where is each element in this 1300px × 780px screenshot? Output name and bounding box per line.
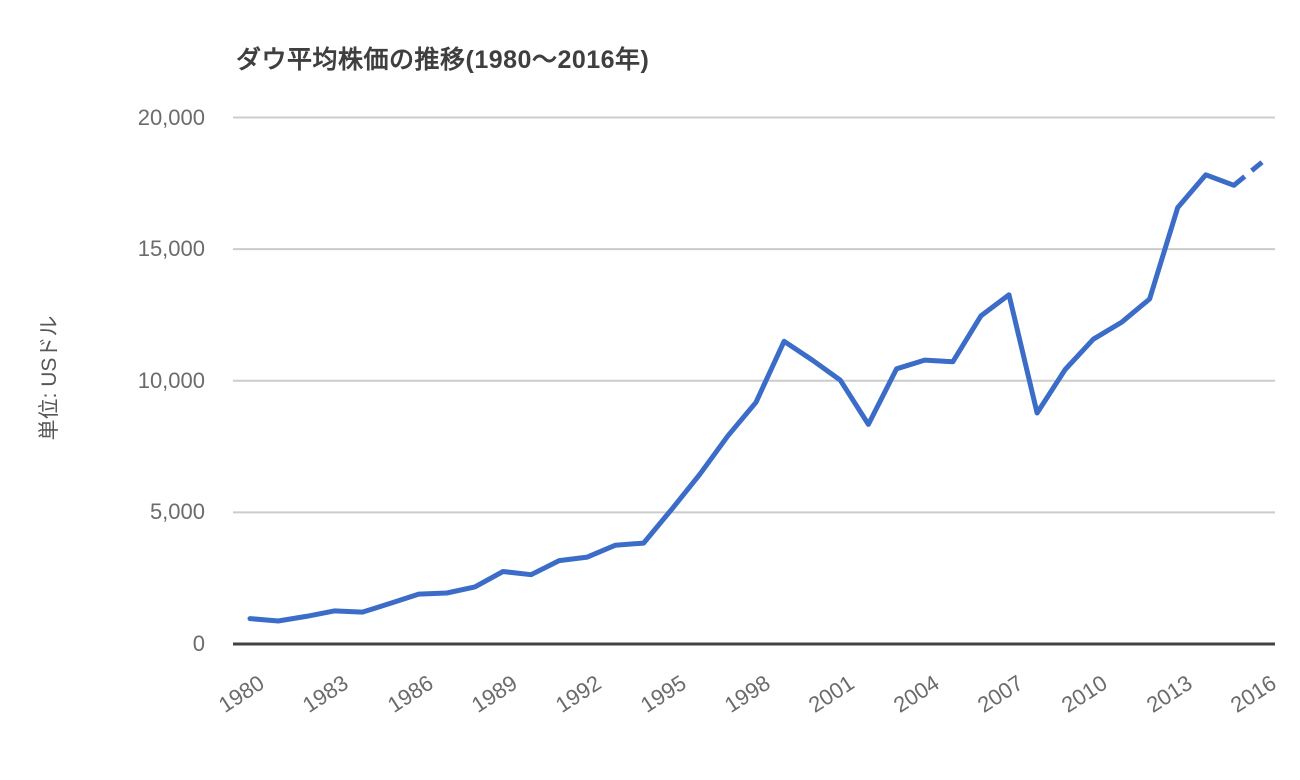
y-axis-tick-label: 10,000 [137,367,205,393]
y-axis-tick-label: 0 [192,631,205,656]
dow-line-series [247,172,1237,624]
y-axis-tick-label: 15,000 [137,236,205,262]
y-axis-tick-label: 20,000 [137,104,205,130]
y-axis-tick-label: 5,000 [149,499,205,525]
chart-title: ダウ平均株価の推移(1980～2016年) [236,46,650,74]
dow-line-series-dashed-segment [1232,160,1264,188]
